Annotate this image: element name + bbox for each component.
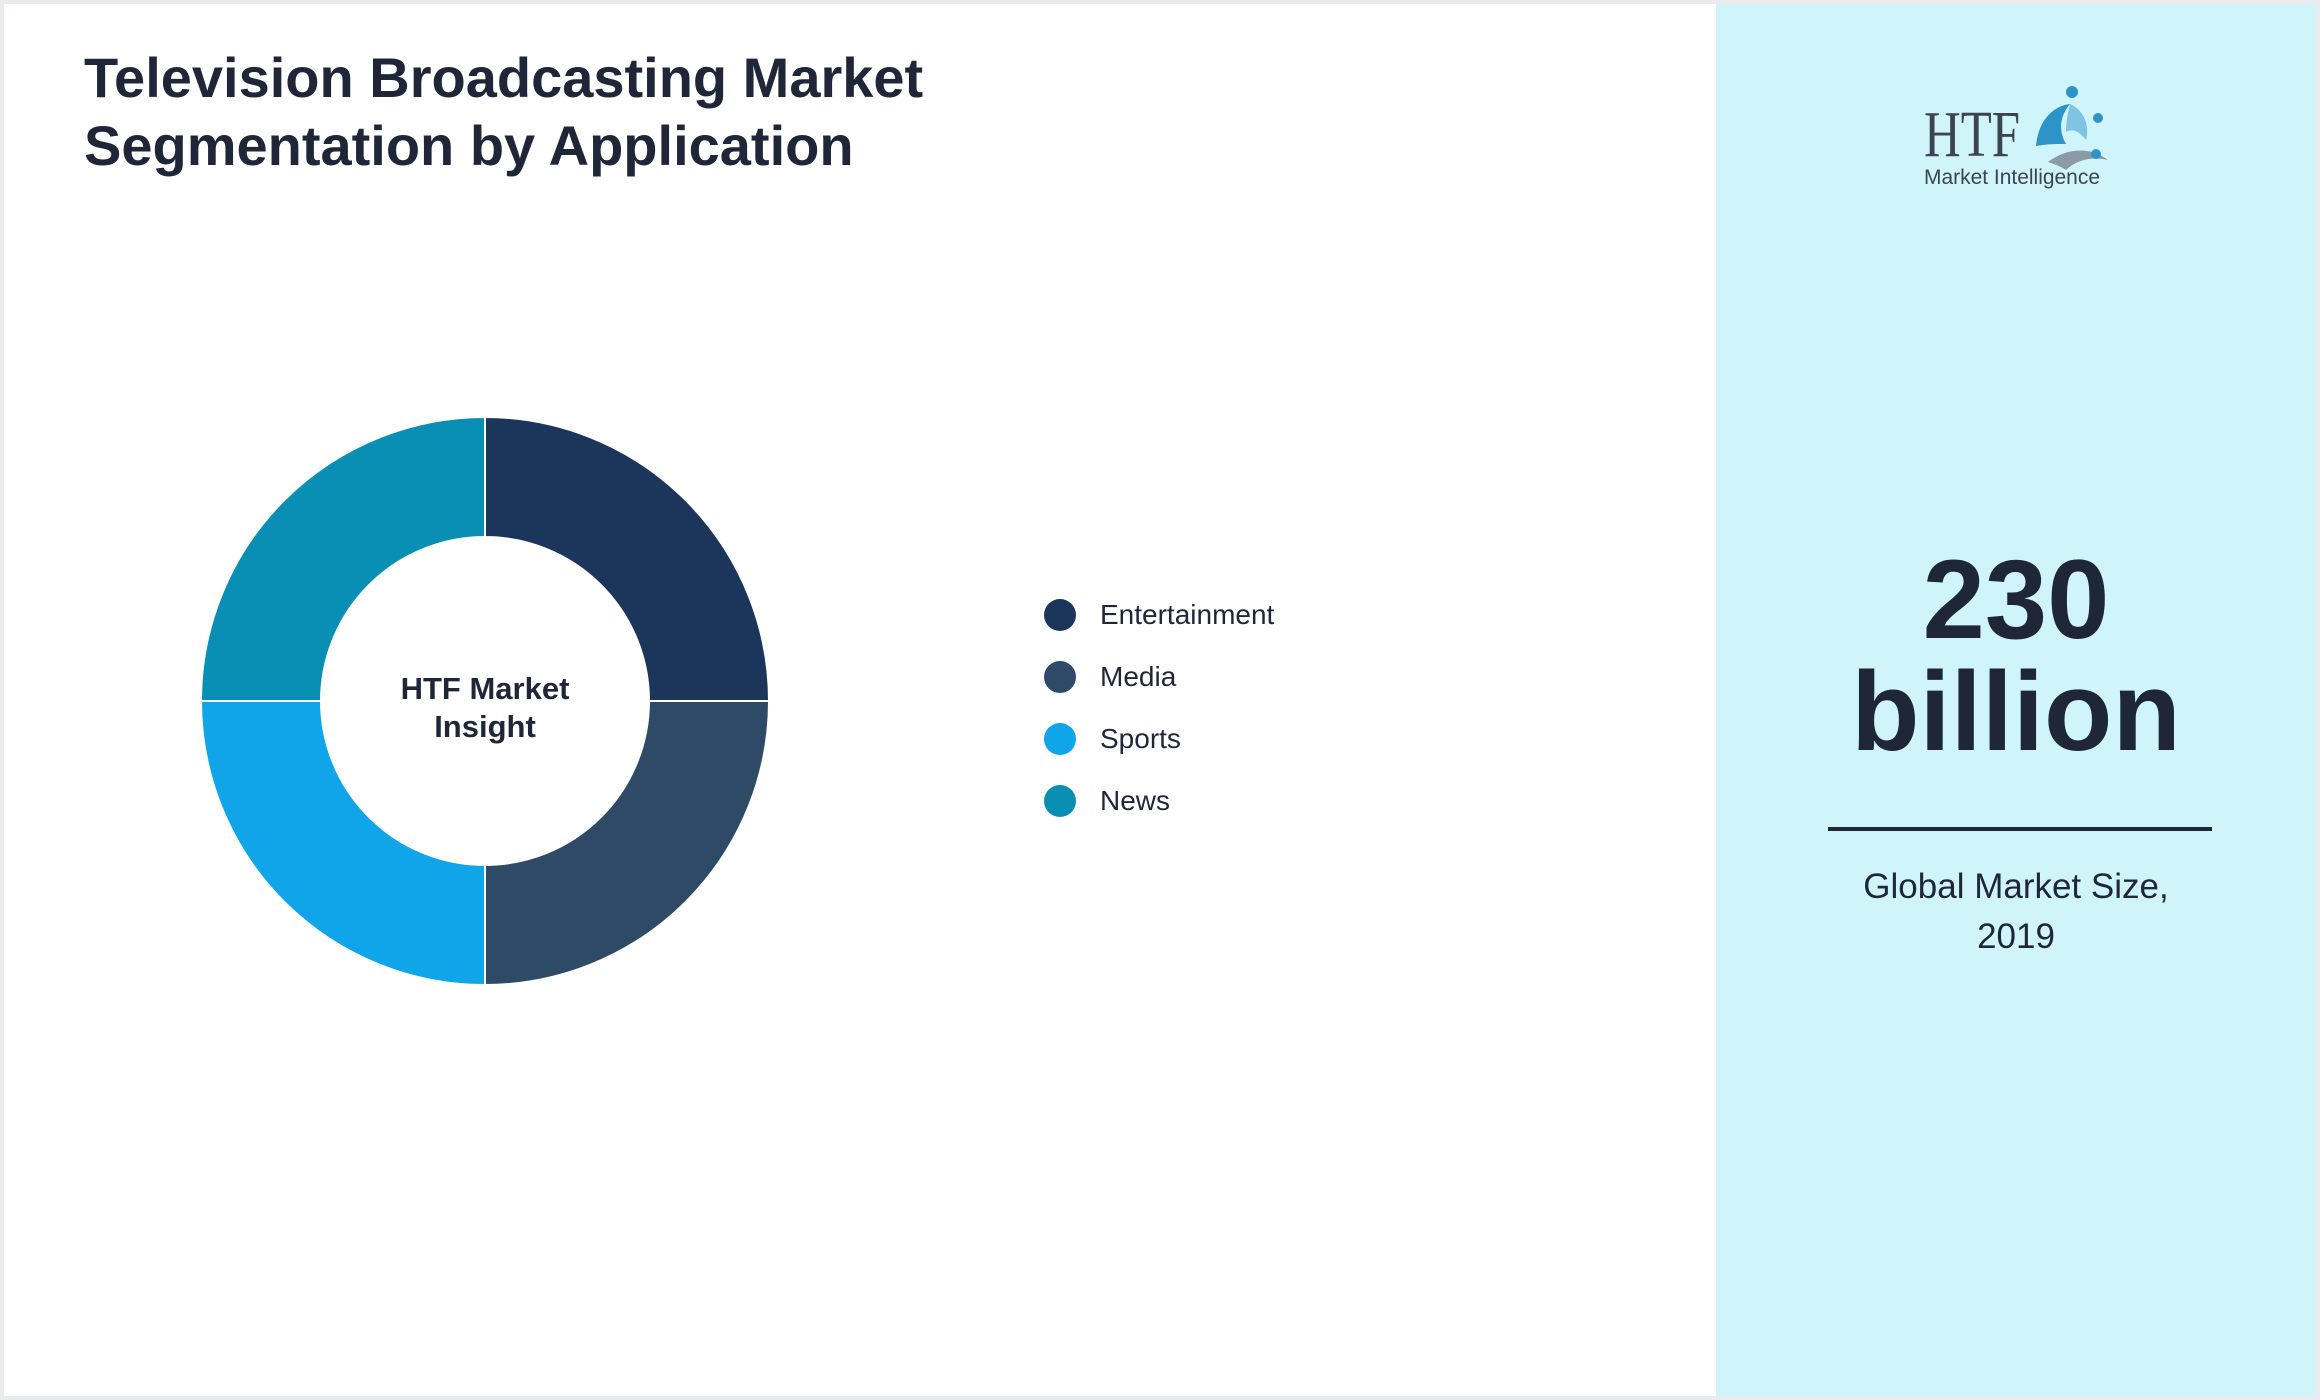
donut-slice-media[interactable]: [484, 700, 770, 986]
divider-line: [1828, 827, 2212, 831]
donut-slices: [200, 416, 770, 986]
legend-item-media[interactable]: Media: [1044, 646, 1274, 708]
page-title-line-1: Television Broadcasting Market: [84, 46, 924, 109]
logo-head-1-shape: [2066, 86, 2078, 98]
market-size-caption-line-1: Global Market Size,: [1863, 867, 2169, 906]
donut-center-label-line-1: HTF Market: [401, 671, 570, 706]
donut-slice-sports[interactable]: [200, 700, 486, 986]
donut-center-label-line-2: Insight: [434, 709, 536, 744]
legend-label-news: News: [1100, 785, 1171, 816]
market-size-value: 230 billion: [1716, 544, 2316, 768]
logo-letters: HTF: [1924, 98, 2020, 171]
htf-logo: HTF Market Intelligence: [1924, 86, 2108, 189]
logo-swirl-top-shape: [2066, 104, 2088, 140]
donut-slice-entertainment[interactable]: [484, 416, 770, 702]
legend-swatch-media: [1044, 661, 1076, 693]
logo-swirl-left-shape: [2036, 104, 2070, 146]
logo-head-2-shape: [2093, 113, 2103, 123]
page-title: Television Broadcasting Market Segmentat…: [84, 44, 1084, 180]
donut-chart: HTF Market Insight: [200, 416, 770, 986]
page-title-line-2: Segmentation by Application: [84, 114, 854, 177]
market-size-number: 230: [1922, 537, 2110, 662]
legend-swatch-news: [1044, 785, 1076, 817]
main-panel: Television Broadcasting Market Segmentat…: [4, 4, 1716, 1396]
legend-item-entertainment[interactable]: Entertainment: [1044, 584, 1274, 646]
market-size-panel: HTF Market Intelligence 230 billion Glob…: [1716, 4, 2316, 1396]
logo-tagline: Market Intelligence: [1924, 166, 2100, 189]
legend-label-media: Media: [1100, 661, 1177, 692]
legend-label-entertainment: Entertainment: [1100, 599, 1275, 630]
legend-swatch-sports: [1044, 723, 1076, 755]
chart-legend: Entertainment Media Sports News: [1044, 584, 1274, 832]
legend-swatch-entertainment: [1044, 599, 1076, 631]
donut-slice-news[interactable]: [200, 416, 486, 702]
market-size-caption: Global Market Size, 2019: [1816, 862, 2216, 962]
market-size-caption-line-2: 2019: [1977, 917, 2055, 956]
legend-item-sports[interactable]: Sports: [1044, 708, 1274, 770]
legend-label-sports: Sports: [1100, 723, 1181, 754]
market-size-unit: billion: [1851, 649, 2181, 774]
logo-head-3-shape: [2091, 149, 2101, 159]
legend-item-news[interactable]: News: [1044, 770, 1274, 832]
infographic-frame: Television Broadcasting Market Segmentat…: [4, 4, 2316, 1396]
